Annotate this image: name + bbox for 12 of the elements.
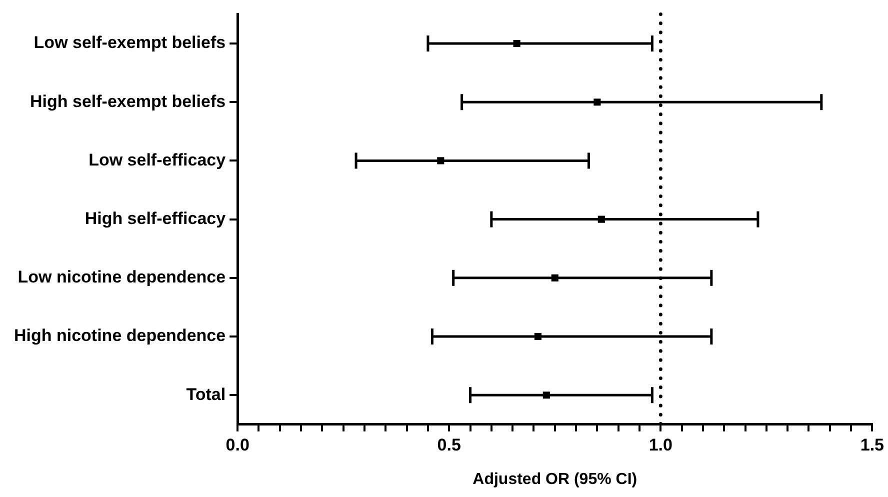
y-tick-label: Low self-exempt beliefs (34, 33, 226, 52)
x-tick-label: 1.0 (648, 435, 672, 454)
x-tick-label: 0.0 (226, 435, 250, 454)
y-tick-label: High nicotine dependence (14, 326, 226, 346)
y-tick-label: High self-efficacy (84, 208, 226, 228)
y-tick-label: Total (186, 384, 226, 404)
x-tick-label: 1.5 (860, 435, 884, 454)
x-axis-title: Adjusted OR (95% CI) (472, 470, 638, 488)
y-tick-label: High self-exempt beliefs (30, 92, 226, 111)
x-tick-label: 0.5 (437, 435, 461, 454)
y-tick-label: Low nicotine dependence (18, 268, 226, 287)
y-tick-label: Low self-efficacy (88, 150, 226, 170)
